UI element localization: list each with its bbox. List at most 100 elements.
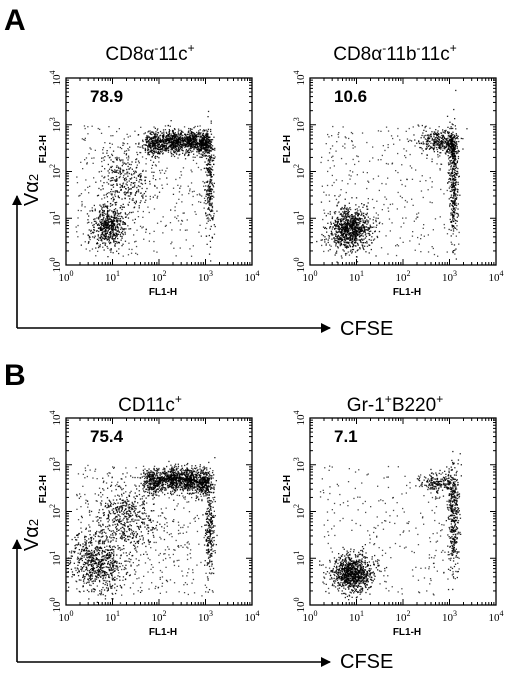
data-point bbox=[163, 133, 165, 135]
data-point bbox=[80, 244, 82, 246]
data-point bbox=[119, 176, 121, 178]
y-tick-label: 103 bbox=[48, 457, 63, 472]
data-point bbox=[213, 233, 216, 235]
data-point bbox=[120, 205, 122, 207]
data-point bbox=[354, 218, 356, 220]
data-point bbox=[198, 151, 200, 153]
data-point bbox=[345, 191, 347, 194]
data-point bbox=[168, 145, 170, 148]
data-point bbox=[207, 138, 209, 140]
data-point bbox=[397, 191, 399, 194]
data-point bbox=[110, 191, 112, 193]
data-point bbox=[347, 213, 350, 215]
data-point bbox=[194, 142, 197, 144]
data-point bbox=[203, 145, 205, 147]
data-point bbox=[198, 150, 200, 152]
data-point bbox=[107, 247, 109, 249]
data-point bbox=[372, 178, 375, 180]
data-point bbox=[452, 167, 454, 169]
data-point bbox=[343, 243, 345, 246]
data-point bbox=[192, 131, 194, 134]
data-point bbox=[161, 144, 164, 146]
data-point bbox=[100, 223, 103, 225]
data-point bbox=[150, 159, 152, 161]
data-point bbox=[453, 196, 455, 198]
data-point bbox=[108, 234, 110, 236]
data-point bbox=[141, 156, 144, 158]
data-point bbox=[343, 228, 345, 230]
data-point bbox=[105, 238, 107, 240]
data-point bbox=[453, 194, 456, 196]
data-point bbox=[103, 223, 106, 225]
data-point bbox=[435, 129, 437, 131]
data-point bbox=[454, 203, 456, 205]
data-point bbox=[346, 245, 349, 247]
data-point bbox=[99, 211, 101, 213]
data-point bbox=[113, 224, 116, 227]
data-point bbox=[177, 150, 179, 153]
data-point bbox=[135, 177, 138, 179]
data-point bbox=[203, 136, 205, 138]
data-point bbox=[357, 215, 359, 217]
data-point bbox=[164, 142, 166, 145]
data-point bbox=[111, 204, 113, 206]
data-point bbox=[143, 238, 145, 240]
data-point bbox=[427, 251, 430, 253]
data-point bbox=[206, 243, 208, 245]
data-point bbox=[338, 239, 340, 241]
data-point bbox=[177, 146, 179, 148]
data-point bbox=[456, 212, 458, 214]
data-point bbox=[129, 198, 131, 200]
data-point bbox=[106, 223, 108, 225]
data-point bbox=[213, 212, 215, 215]
data-point bbox=[91, 222, 93, 224]
data-point bbox=[136, 186, 138, 189]
data-point bbox=[152, 196, 154, 198]
data-point bbox=[127, 195, 129, 197]
data-point bbox=[114, 238, 116, 240]
data-point bbox=[342, 224, 345, 226]
data-point bbox=[397, 171, 399, 174]
data-point bbox=[208, 140, 210, 143]
data-point bbox=[204, 144, 206, 146]
data-point bbox=[123, 223, 125, 225]
data-point bbox=[120, 226, 122, 228]
data-point bbox=[365, 235, 368, 238]
data-point bbox=[157, 151, 160, 153]
data-point bbox=[163, 141, 165, 143]
data-point bbox=[345, 228, 347, 231]
data-point bbox=[116, 211, 118, 213]
data-point bbox=[199, 150, 201, 152]
data-point bbox=[114, 202, 116, 204]
plot-title-2: CD8α-​11b-​11c+​ bbox=[333, 41, 457, 65]
data-point bbox=[99, 210, 101, 212]
data-point bbox=[166, 148, 168, 150]
data-point bbox=[122, 203, 124, 205]
data-point bbox=[158, 143, 160, 145]
data-point bbox=[448, 148, 450, 150]
data-point bbox=[420, 190, 423, 192]
data-point bbox=[322, 235, 325, 237]
data-point bbox=[180, 134, 183, 136]
data-point bbox=[203, 147, 205, 149]
data-point bbox=[355, 236, 357, 238]
data-point bbox=[115, 179, 117, 181]
data-point bbox=[96, 601, 98, 603]
data-point bbox=[200, 136, 202, 138]
data-point bbox=[154, 141, 156, 143]
data-point bbox=[381, 209, 383, 211]
data-point bbox=[149, 232, 151, 235]
data-point bbox=[152, 143, 154, 145]
data-point bbox=[137, 210, 139, 213]
data-point bbox=[330, 230, 333, 232]
data-point bbox=[170, 120, 172, 122]
data-point bbox=[368, 238, 370, 241]
data-point bbox=[433, 138, 435, 141]
data-point bbox=[362, 221, 364, 224]
data-point bbox=[109, 146, 111, 149]
data-point bbox=[113, 223, 115, 225]
data-point bbox=[201, 140, 203, 142]
data-point bbox=[332, 160, 334, 162]
data-point bbox=[349, 218, 352, 220]
data-point bbox=[212, 169, 214, 171]
